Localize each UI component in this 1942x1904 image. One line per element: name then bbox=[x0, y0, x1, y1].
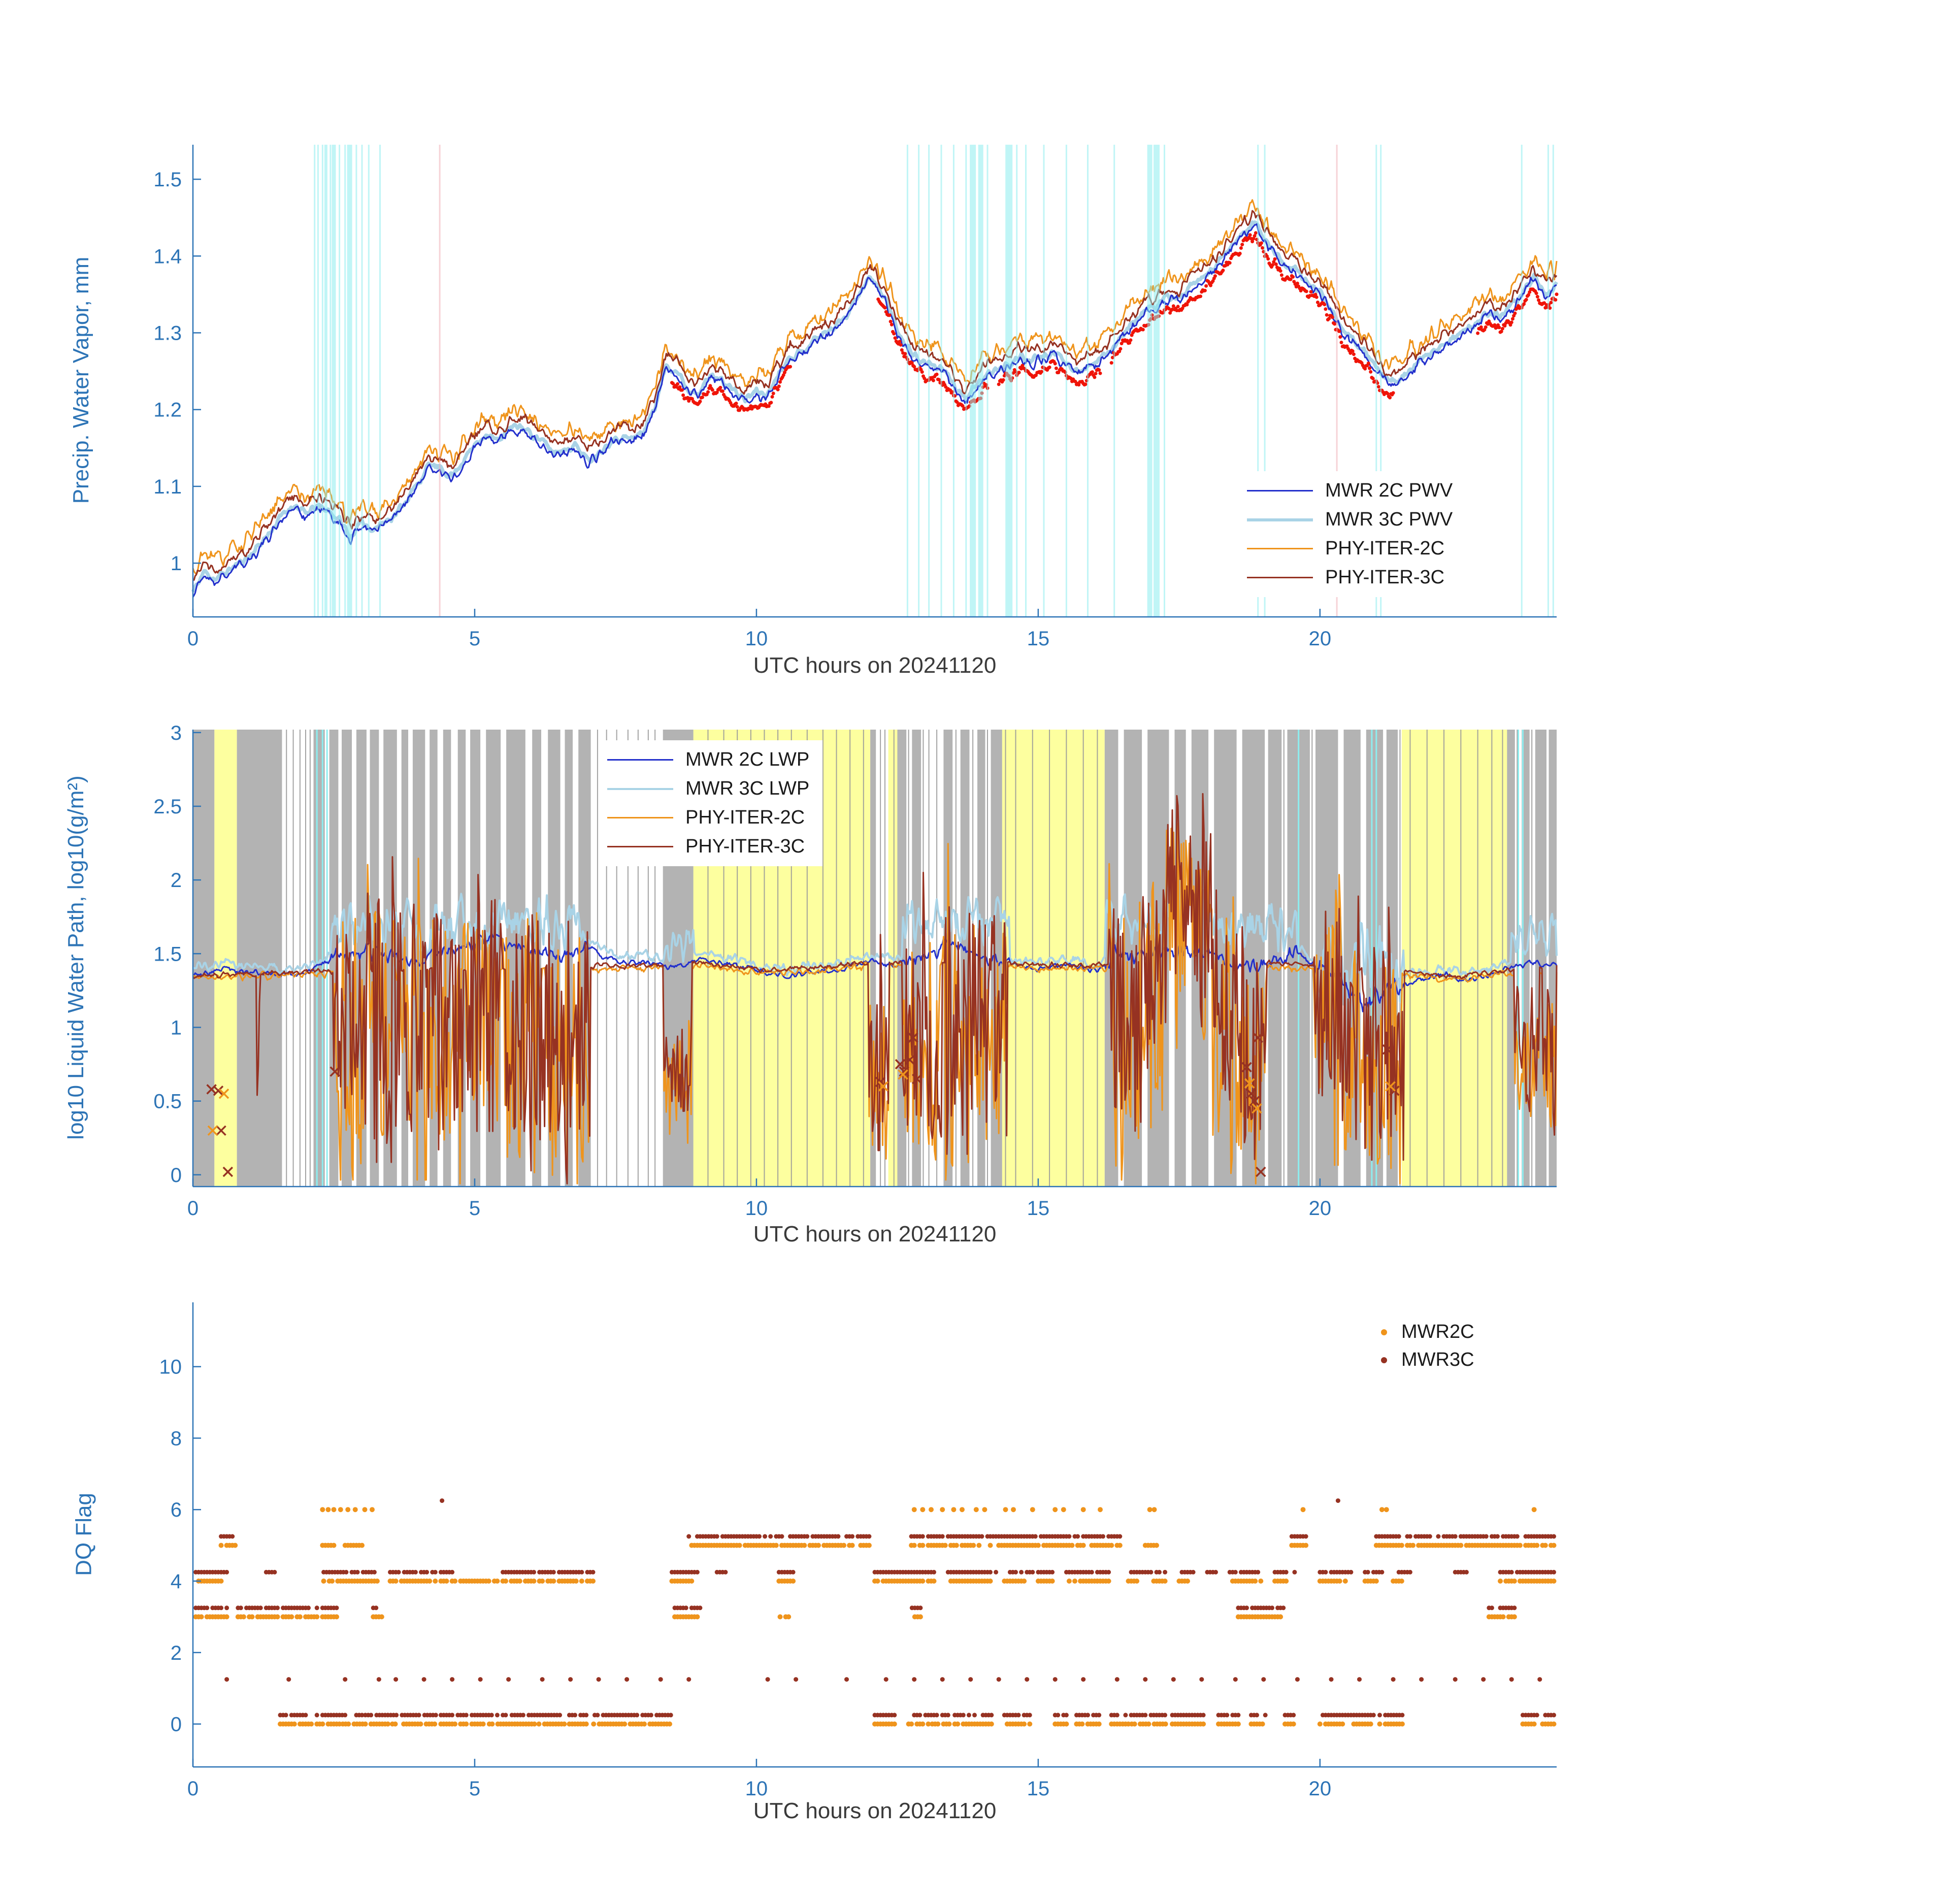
y-tick-label: 1.1 bbox=[153, 476, 182, 498]
legend-line-swatch bbox=[1247, 518, 1313, 521]
x-tick-label: 15 bbox=[1027, 1197, 1050, 1220]
y-tick-label: 1.4 bbox=[153, 245, 182, 268]
legend-label: MWR 2C PWV bbox=[1325, 480, 1453, 501]
legend-entry-mwr3c: MWR3C bbox=[1359, 1346, 1474, 1374]
x-tick-label: 20 bbox=[1309, 1197, 1332, 1220]
x-markers bbox=[206, 1032, 1400, 1177]
legend-entry-mwr-2c-pwv: MWR 2C PWV bbox=[1247, 476, 1453, 505]
legend-line-swatch bbox=[607, 817, 673, 818]
legend-entry-phy-iter-2c: PHY-ITER-2C bbox=[1247, 534, 1453, 563]
series-PHY-ITER-3C bbox=[192, 793, 1558, 1185]
lwp-legend: MWR 2C LWP MWR 3C LWP PHY-ITER-2C PHY-ITER-… bbox=[599, 740, 823, 866]
axes: 0 5 10 15 20 0 2 4 6 8 10 bbox=[159, 1302, 1557, 1800]
scatter-MWR3C bbox=[193, 1498, 1556, 1718]
legend-entry-mwr-2c-lwp: MWR 2C LWP bbox=[607, 745, 809, 774]
legend-label: MWR 2C LWP bbox=[685, 749, 810, 770]
y-tick-label: 0 bbox=[171, 1164, 182, 1187]
y-tick-label: 2 bbox=[171, 1642, 182, 1664]
pwv-plot-area: 0 5 10 15 20 1 1.1 1.2 1.3 1.4 1.5 bbox=[153, 145, 1559, 650]
y-tick-label: 1 bbox=[171, 552, 182, 575]
pwv-ylabel: Precip. Water Vapor, mm bbox=[69, 256, 93, 504]
pwv-xlabel: UTC hours on 20241120 bbox=[753, 653, 997, 678]
legend-label: MWR 3C LWP bbox=[685, 778, 810, 799]
scatter-MWR2C bbox=[193, 1507, 1557, 1727]
legend-line-swatch bbox=[1247, 548, 1313, 549]
series-flagged-red-dots bbox=[670, 231, 1559, 412]
event-lines bbox=[314, 145, 1554, 617]
legend-dot-swatch bbox=[1381, 1329, 1387, 1335]
legend-entry-mwr-3c-pwv: MWR 3C PWV bbox=[1247, 505, 1453, 534]
x-tick-label: 0 bbox=[187, 1197, 199, 1220]
x-tick-label: 0 bbox=[187, 628, 199, 650]
legend-line-swatch bbox=[607, 846, 673, 847]
x-tick-label: 10 bbox=[745, 1778, 768, 1800]
dq-plot-area: 0 5 10 15 20 0 2 4 6 8 10 bbox=[159, 1302, 1557, 1800]
x-tick-label: 5 bbox=[469, 1197, 480, 1220]
y-tick-label: 1 bbox=[171, 1016, 182, 1039]
y-tick-label: 8 bbox=[171, 1427, 182, 1450]
y-tick-label: 6 bbox=[171, 1499, 182, 1521]
series-PHY-ITER-3C bbox=[192, 210, 1558, 581]
y-tick-label: 10 bbox=[159, 1356, 182, 1378]
y-tick-label: 1.2 bbox=[153, 399, 182, 421]
y-tick-label: 1.3 bbox=[153, 322, 182, 344]
y-tick-label: 1.5 bbox=[153, 943, 182, 965]
y-tick-label: 1.5 bbox=[153, 169, 182, 191]
legend-entry-phy-iter-2c: PHY-ITER-2C bbox=[607, 803, 809, 832]
x-tick-label: 0 bbox=[187, 1778, 199, 1800]
dq-ylabel: DQ Flag bbox=[71, 1492, 96, 1576]
legend-label: PHY-ITER-2C bbox=[1325, 538, 1445, 559]
x-tick-label: 20 bbox=[1309, 1778, 1332, 1800]
x-tick-label: 10 bbox=[745, 628, 768, 650]
y-tick-label: 2.5 bbox=[153, 796, 182, 818]
x-tick-label: 15 bbox=[1027, 1778, 1050, 1800]
lwp-ylabel: log10 Liquid Water Path, log10(g/m²) bbox=[63, 775, 88, 1140]
axes: 0 5 10 15 20 0 0.5 1 1.5 2 2.5 3 bbox=[153, 722, 1557, 1220]
x-tick-label: 5 bbox=[469, 628, 480, 650]
lwp-plot-area: 0 5 10 15 20 0 0.5 1 1.5 2 2.5 3 bbox=[153, 722, 1558, 1220]
pwv-legend: MWR 2C PWV MWR 3C PWV PHY-ITER-2C PHY-ITER-… bbox=[1239, 471, 1466, 597]
y-tick-label: 4 bbox=[171, 1570, 182, 1593]
legend-line-swatch bbox=[607, 759, 673, 761]
x-tick-label: 10 bbox=[745, 1197, 768, 1220]
axes: 0 5 10 15 20 1 1.1 1.2 1.3 1.4 1.5 bbox=[153, 145, 1557, 650]
legend-label: PHY-ITER-3C bbox=[1325, 567, 1445, 588]
legend-entry-mwr-3c-lwp: MWR 3C LWP bbox=[607, 774, 809, 803]
legend-line-swatch bbox=[1247, 490, 1313, 491]
x-tick-label: 5 bbox=[469, 1778, 480, 1800]
y-tick-label: 0 bbox=[171, 1714, 182, 1736]
x-tick-label: 20 bbox=[1309, 628, 1332, 650]
y-tick-label: 2 bbox=[171, 869, 182, 892]
legend-label: MWR3C bbox=[1401, 1349, 1474, 1370]
legend-label: PHY-ITER-3C bbox=[685, 836, 805, 857]
legend-line-swatch bbox=[607, 787, 673, 790]
x-tick-label: 15 bbox=[1027, 628, 1050, 650]
legend-dot-swatch bbox=[1381, 1357, 1387, 1363]
dq-legend: MWR2C MWR3C bbox=[1351, 1313, 1488, 1379]
y-tick-label: 0.5 bbox=[153, 1091, 182, 1113]
legend-label: MWR2C bbox=[1401, 1321, 1474, 1342]
series-PHY-ITER-2C bbox=[192, 823, 1558, 1185]
legend-line-swatch bbox=[1247, 577, 1313, 578]
y-tick-label: 3 bbox=[171, 722, 182, 744]
series-MWR-2C-PWV bbox=[192, 223, 1557, 598]
legend-label: PHY-ITER-2C bbox=[685, 807, 805, 828]
legend-entry-mwr2c: MWR2C bbox=[1359, 1318, 1474, 1346]
lwp-xlabel: UTC hours on 20241120 bbox=[753, 1222, 997, 1246]
legend-label: MWR 3C PWV bbox=[1325, 509, 1453, 530]
dq-xlabel: UTC hours on 20241120 bbox=[753, 1798, 997, 1823]
legend-entry-phy-iter-3c: PHY-ITER-3C bbox=[607, 832, 809, 861]
legend-entry-phy-iter-3c: PHY-ITER-3C bbox=[1247, 563, 1453, 592]
